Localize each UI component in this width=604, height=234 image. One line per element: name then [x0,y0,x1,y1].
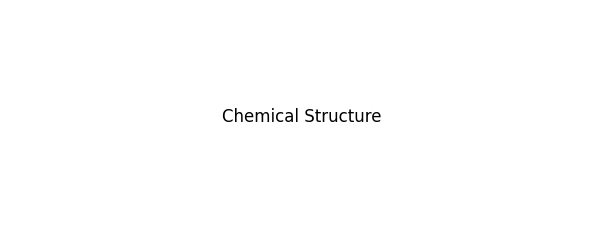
Text: Chemical Structure: Chemical Structure [222,108,382,126]
